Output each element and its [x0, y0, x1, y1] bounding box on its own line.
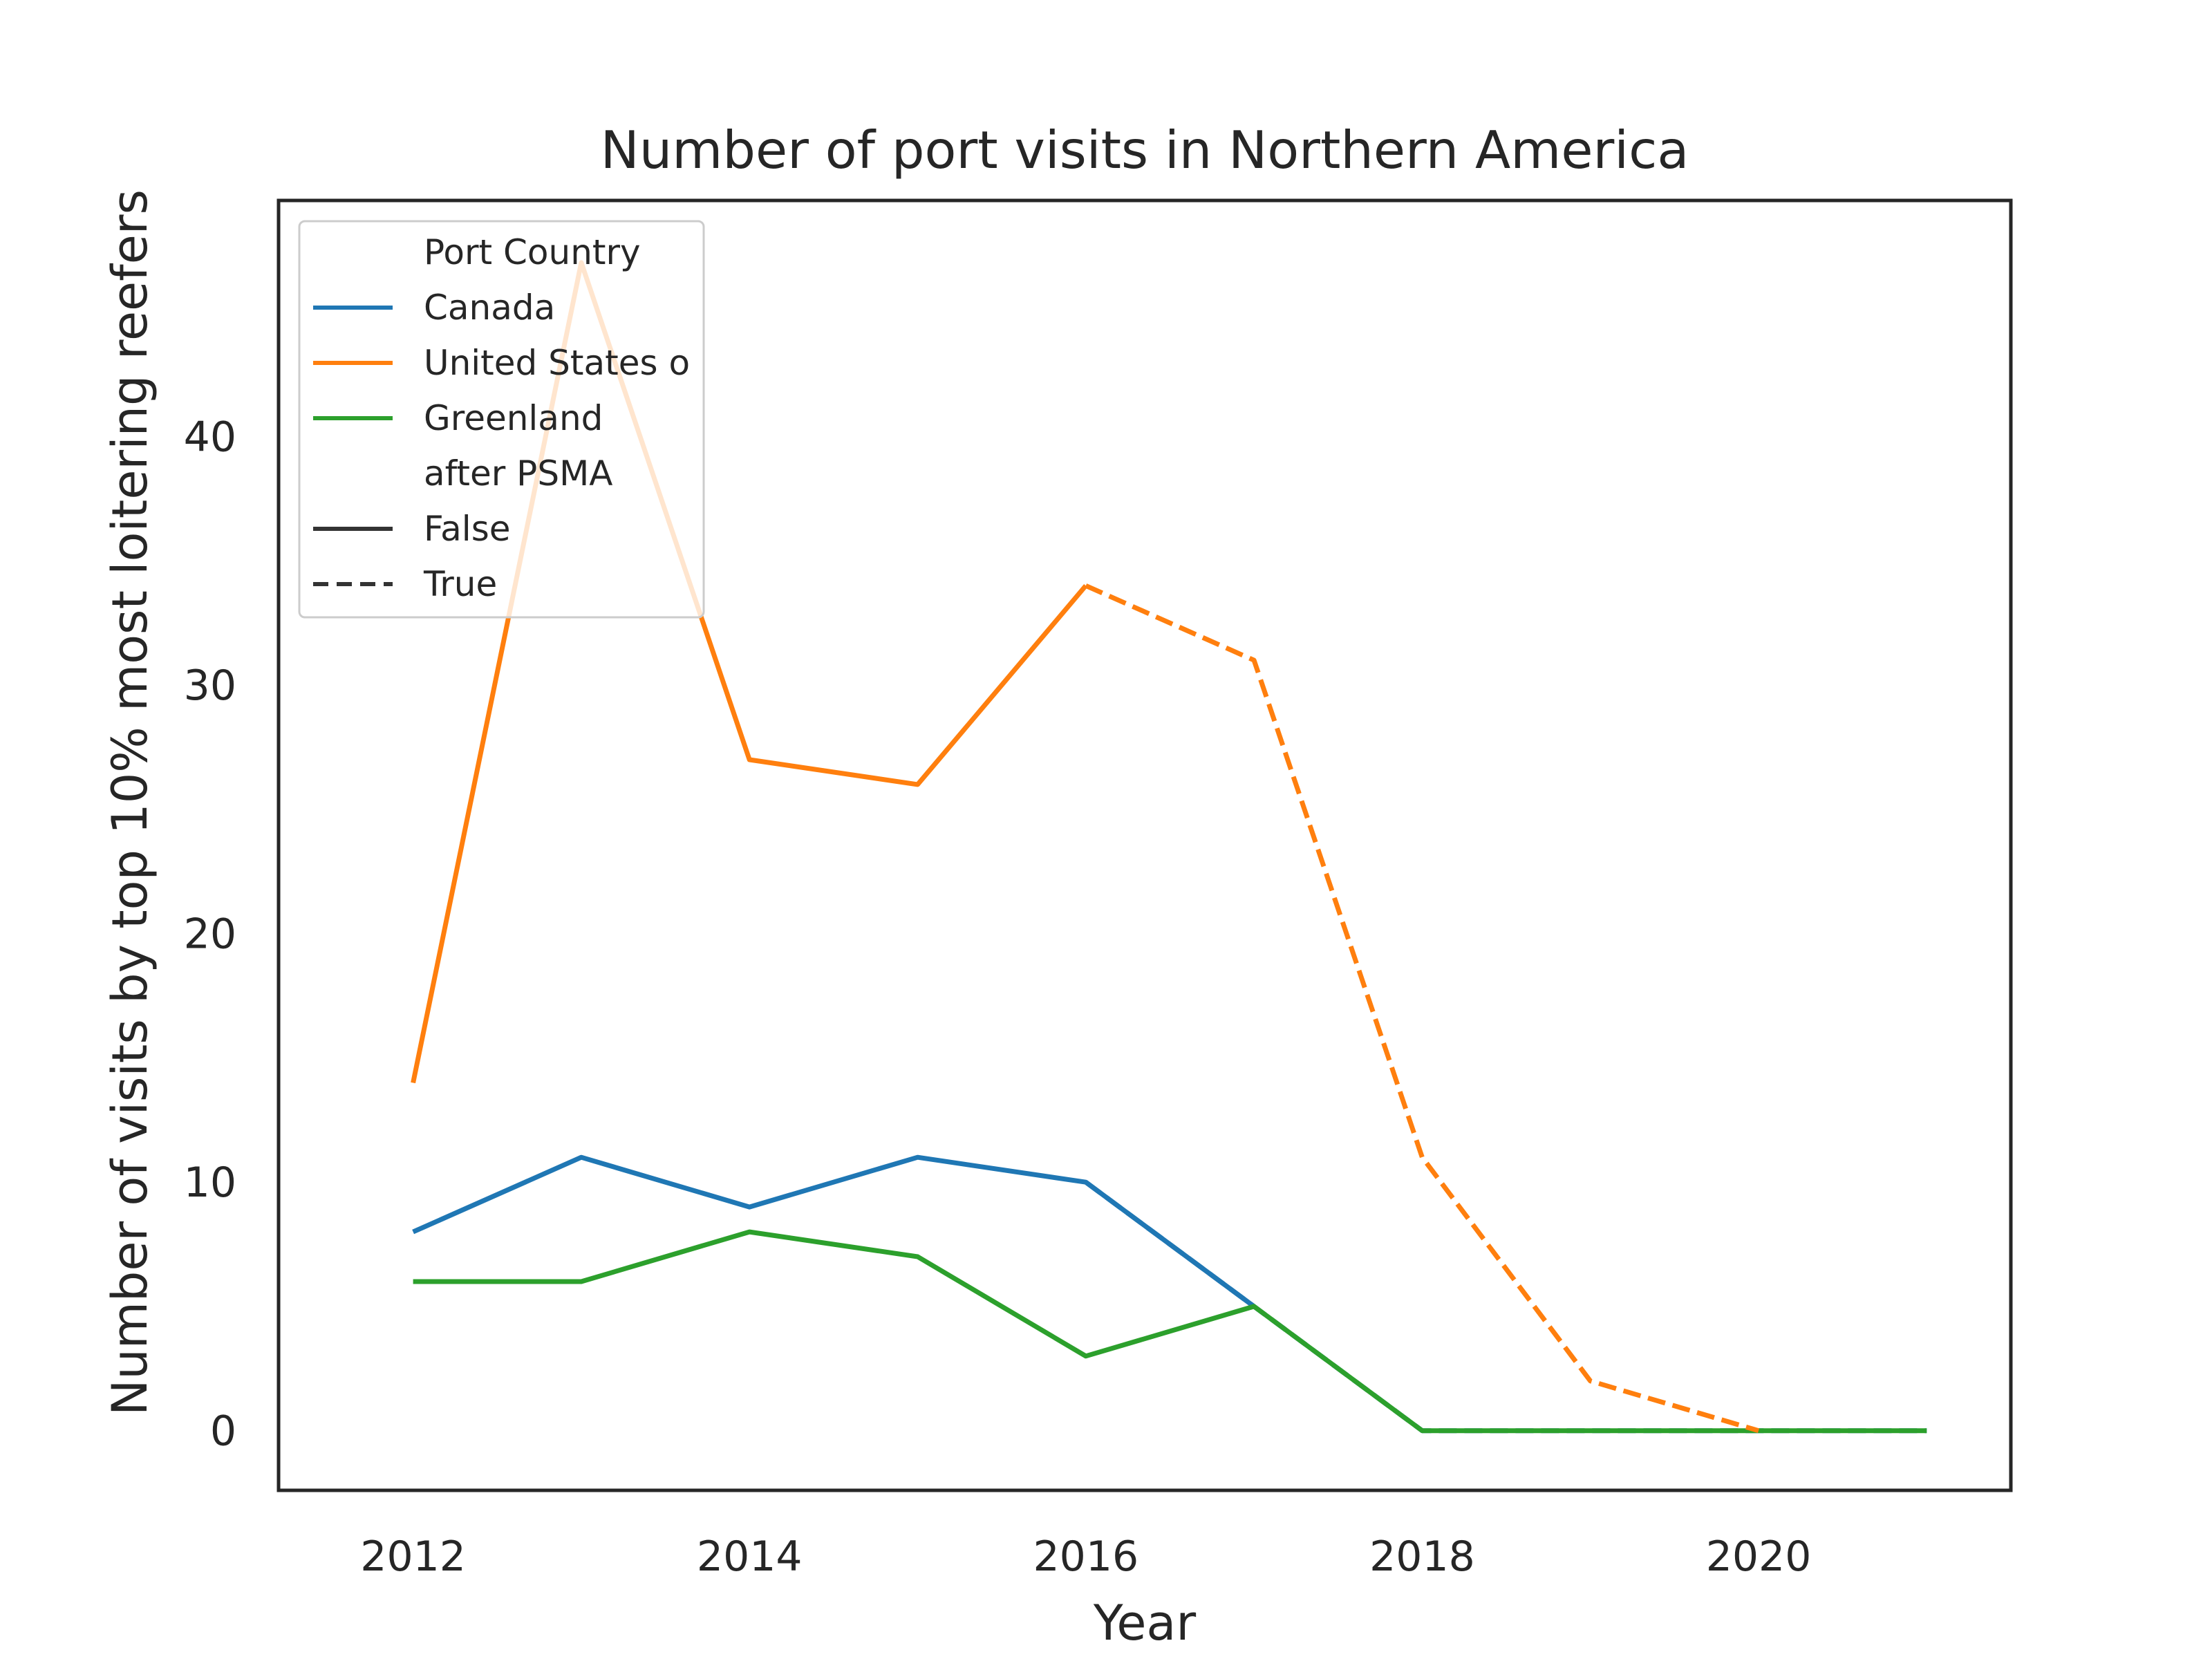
chart-title: Number of port visits in Northern Americ… [601, 120, 1689, 180]
x-tick-label: 2014 [697, 1533, 803, 1581]
series-line-canada-after-psma [1084, 1180, 1927, 1434]
x-ticks: 2012 2014 2016 2018 2020 [360, 1533, 1811, 1581]
legend-label-false: False [424, 509, 511, 549]
y-axis-label: Number of visits by top 10% most loiteri… [102, 189, 158, 1416]
x-axis-label: Year [1093, 1595, 1196, 1651]
legend-title-port-country: Port Country [424, 232, 641, 272]
legend-label-canada: Canada [424, 288, 555, 328]
x-tick-label: 2016 [1033, 1533, 1138, 1581]
plot-frame [276, 198, 2013, 1492]
series-line-united-states-o-after-psma [1085, 583, 1759, 1434]
series-line-canada-before-psma [412, 1154, 1256, 1309]
y-tick-label: 0 [210, 1407, 236, 1456]
x-tick-label: 2018 [1369, 1533, 1475, 1581]
legend-label-true: True [423, 564, 497, 604]
series-line-greenland-before-psma [413, 1229, 1927, 1434]
y-tick-label: 10 [184, 1159, 236, 1207]
legend-label-greenland: Greenland [424, 398, 603, 438]
x-tick-label: 2012 [360, 1533, 466, 1581]
x-tick-label: 2020 [1706, 1533, 1812, 1581]
y-tick-label: 20 [184, 910, 236, 959]
y-tick-label: 40 [184, 413, 236, 462]
y-ticks: 0 10 20 30 40 [184, 413, 236, 1456]
legend-box [298, 220, 705, 619]
legend: Port Country Canada United States o Greenla… [298, 220, 705, 619]
series-layer [411, 260, 1927, 1434]
legend-label-united-states-o: United States o [424, 343, 690, 383]
legend-title-after-psma: after PSMA [424, 453, 612, 494]
y-tick-label: 30 [184, 662, 236, 710]
